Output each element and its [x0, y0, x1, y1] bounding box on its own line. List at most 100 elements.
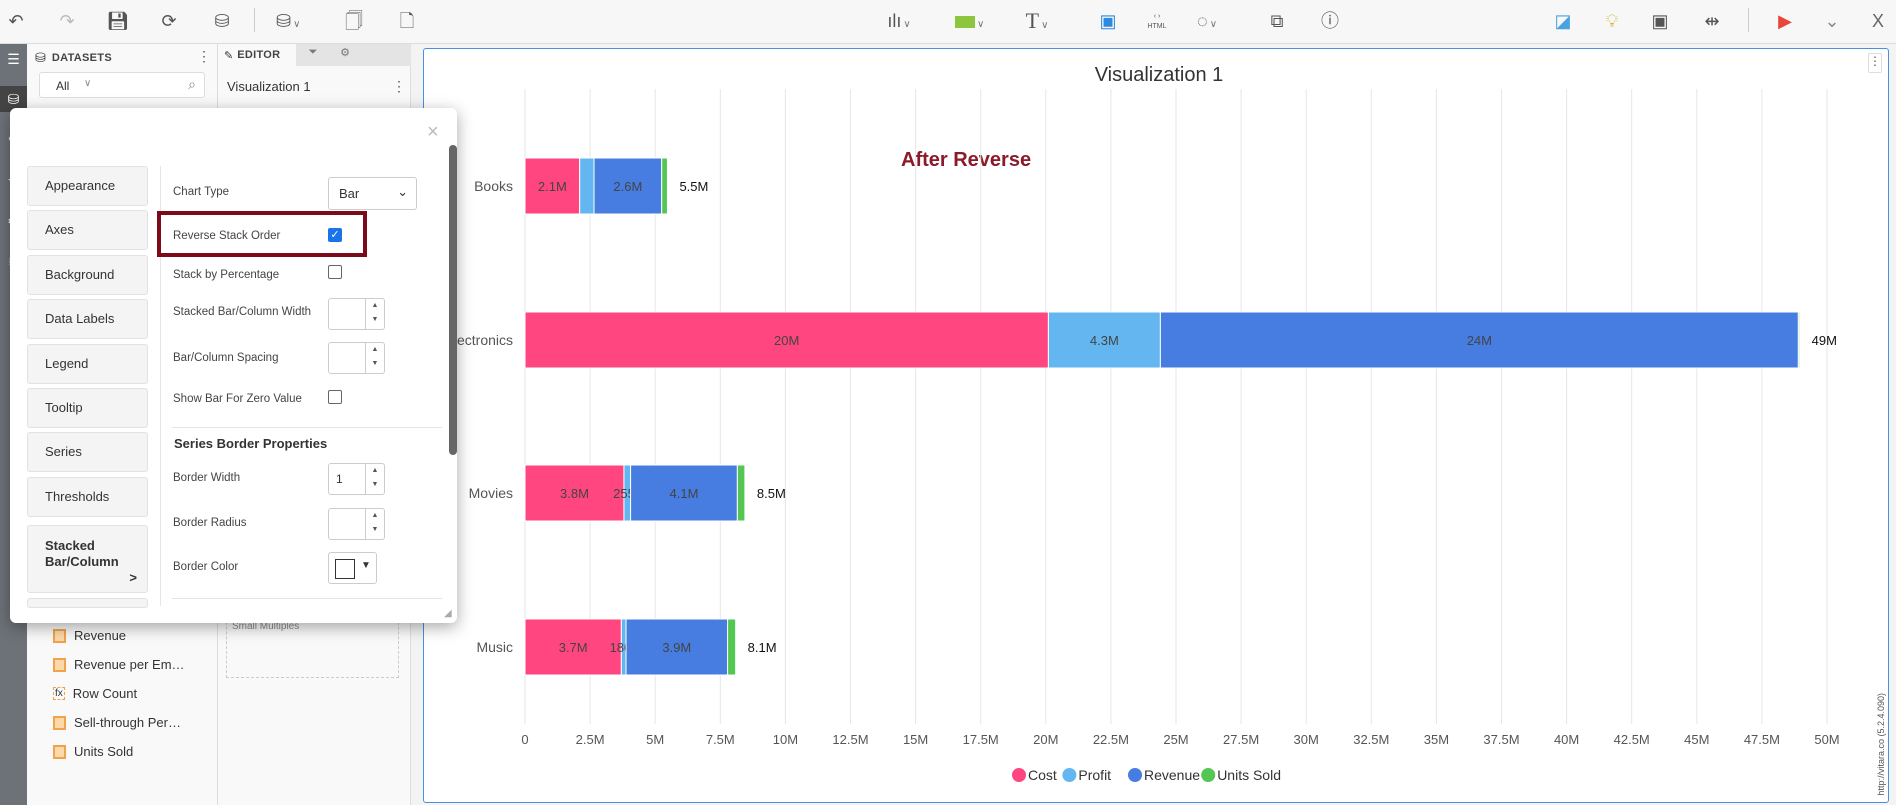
save-icon[interactable]: 💾︎: [106, 11, 130, 31]
tab-axes[interactable]: Axes: [27, 210, 148, 250]
total-label: 49M: [1812, 333, 1837, 348]
x-tick-label: 2.5M: [576, 732, 605, 747]
border-width-stepper[interactable]: 1 ▲ ▼: [328, 463, 385, 495]
x-tick-label: 17.5M: [963, 732, 999, 747]
stack-by-percentage-checkbox[interactable]: [328, 265, 342, 279]
legend-item[interactable]: Revenue: [1128, 767, 1200, 783]
refresh-icon[interactable]: ⟳: [161, 11, 177, 31]
visualization-container[interactable]: ⋮ http://vitara.co (5.2.4.090) After Rev…: [423, 48, 1889, 803]
tab-legend[interactable]: Legend: [27, 344, 148, 384]
category-label: Books: [474, 178, 513, 194]
legend-label: Profit: [1078, 767, 1111, 783]
image-icon[interactable]: ▣: [1099, 11, 1117, 31]
toolbar: ↶ ↷ 💾︎ ⟳ ⛁ ⛁ ∨ 🗍︎ 🗋︎ ılı ∨ ∨ T ∨ ▣ ‹ › HTML …: [0, 0, 1896, 44]
data-label: 2.1M: [538, 179, 567, 194]
bar-segment-units-sold: [1797, 311, 1801, 369]
legend-item[interactable]: Units Sold: [1201, 767, 1281, 783]
data-label: 24M: [1467, 333, 1492, 348]
datasets-icon[interactable]: ⛁: [0, 86, 27, 112]
stacked-width-label: Stacked Bar/Column Width: [173, 306, 312, 318]
new-page-icon[interactable]: 🗍︎: [345, 11, 363, 31]
bar-segment-units-sold: [736, 464, 746, 522]
tab-filter-icon[interactable]: ⏷: [308, 46, 318, 58]
border-radius-stepper[interactable]: ▲ ▼: [328, 508, 385, 540]
html-icon[interactable]: ‹ › HTML: [1147, 13, 1167, 30]
list-item[interactable]: fx Row Count: [53, 686, 137, 701]
list-item[interactable]: Revenue: [53, 628, 126, 643]
dialog-scrollbar[interactable]: [449, 145, 457, 455]
pencil-icon: ✎: [224, 49, 234, 62]
reverse-stack-order-label: Reverse Stack Order: [173, 230, 281, 242]
tab-appearance[interactable]: Appearance: [27, 166, 148, 206]
x-tick-label: 30M: [1294, 732, 1319, 747]
category-label: Movies: [469, 485, 513, 501]
show-zero-bar-checkbox[interactable]: [328, 390, 342, 404]
category-label: Music: [476, 639, 513, 655]
total-label: 8.1M: [748, 640, 777, 655]
tab-arrow: >: [129, 570, 137, 585]
text-icon[interactable]: T ∨: [1025, 8, 1049, 33]
bar-spacing-stepper[interactable]: ▲ ▼: [328, 342, 385, 374]
tab-tooltip[interactable]: Tooltip: [27, 388, 148, 428]
resize-icon[interactable]: ⇹: [1704, 11, 1720, 31]
chart-type-select[interactable]: Bar ⌄: [328, 177, 417, 210]
tab-series[interactable]: Series: [27, 432, 148, 472]
info-icon[interactable]: ⓘ: [1321, 11, 1339, 31]
show-zero-bar-label: Show Bar For Zero Value: [173, 393, 302, 405]
insight-icon[interactable]: 💡︎: [1605, 11, 1619, 31]
resize-handle-icon[interactable]: ◢: [444, 608, 452, 619]
tab-background[interactable]: Background: [27, 255, 148, 295]
reverse-stack-order-checkbox[interactable]: ✓: [328, 228, 342, 242]
annotation-after-reverse: After Reverse: [901, 149, 1032, 171]
stacked-width-stepper[interactable]: ▲ ▼: [328, 298, 385, 330]
add-dataset-icon[interactable]: ⛁ ∨: [276, 11, 301, 31]
dataset-pause-icon[interactable]: ⛁: [214, 11, 230, 31]
tab-editor-label: EDITOR: [237, 49, 281, 61]
data-label: 4.1M: [670, 486, 699, 501]
metric-icon: [53, 628, 66, 643]
presentation-icon[interactable]: ▶: [1778, 11, 1792, 31]
close-dialog-button[interactable]: ×: [427, 121, 439, 143]
dataset-filter-value: All: [56, 79, 70, 93]
border-width-value: 1: [336, 472, 343, 486]
list-item[interactable]: Revenue per Em…: [53, 657, 185, 672]
tab-thresholds[interactable]: Thresholds: [27, 477, 148, 517]
x-tick-label: 40M: [1554, 732, 1579, 747]
legend-item[interactable]: Cost: [1012, 767, 1057, 783]
chevron-down-icon: ⌄: [397, 184, 408, 199]
tab-data-labels[interactable]: Data Labels: [27, 299, 148, 339]
border-color-picker[interactable]: ▼: [328, 552, 377, 584]
chart-menu-icon[interactable]: ⋮: [1868, 53, 1882, 73]
collapse-icon[interactable]: ⌄: [1824, 11, 1840, 31]
item-label: Units Sold: [74, 744, 134, 759]
list-icon[interactable]: ☰: [7, 51, 20, 67]
filter-widget-icon[interactable]: ∨: [955, 8, 984, 34]
datasets-menu-icon[interactable]: ⋮: [197, 48, 211, 64]
item-label: Revenue: [74, 628, 127, 643]
bar-segment-revenue: [1159, 311, 1799, 369]
duplicate-icon[interactable]: ⧉: [1270, 11, 1284, 31]
visualization-menu-icon[interactable]: ⋮: [392, 78, 406, 94]
tab-label: Stacked Bar/Column: [45, 538, 119, 569]
undo-icon[interactable]: ↶: [8, 11, 24, 31]
item-label: Row Count: [72, 686, 138, 701]
search-icon[interactable]: ⌕: [188, 76, 196, 92]
close-icon[interactable]: X: [1871, 11, 1884, 31]
group-icon[interactable]: ▣: [1651, 11, 1669, 31]
shapes-icon[interactable]: ◌ ∨: [1196, 11, 1218, 31]
list-item[interactable]: Units Sold: [53, 744, 133, 759]
tab-editor[interactable]: ✎ EDITOR: [218, 44, 296, 66]
small-multiples-dropzone[interactable]: Small Multiples: [226, 617, 399, 678]
legend-item[interactable]: Profit: [1062, 767, 1111, 783]
tab-more[interactable]: [27, 598, 148, 608]
tab-settings-icon[interactable]: ⚙: [340, 47, 350, 59]
redo-icon[interactable]: ↷: [59, 11, 75, 31]
list-item[interactable]: Sell-through Per…: [53, 715, 181, 730]
tab-stacked-bar-column[interactable]: Stacked Bar/Column >: [27, 525, 148, 593]
new-document-icon[interactable]: 🗋︎: [399, 11, 415, 31]
layer-icon[interactable]: ◪: [1554, 11, 1572, 31]
dataset-filter-select[interactable]: All ∨ ⌕: [39, 72, 205, 98]
border-radius-label: Border Radius: [173, 517, 247, 529]
chart-add-icon[interactable]: ılı ∨: [887, 11, 911, 31]
x-tick-label: 45M: [1684, 732, 1709, 747]
